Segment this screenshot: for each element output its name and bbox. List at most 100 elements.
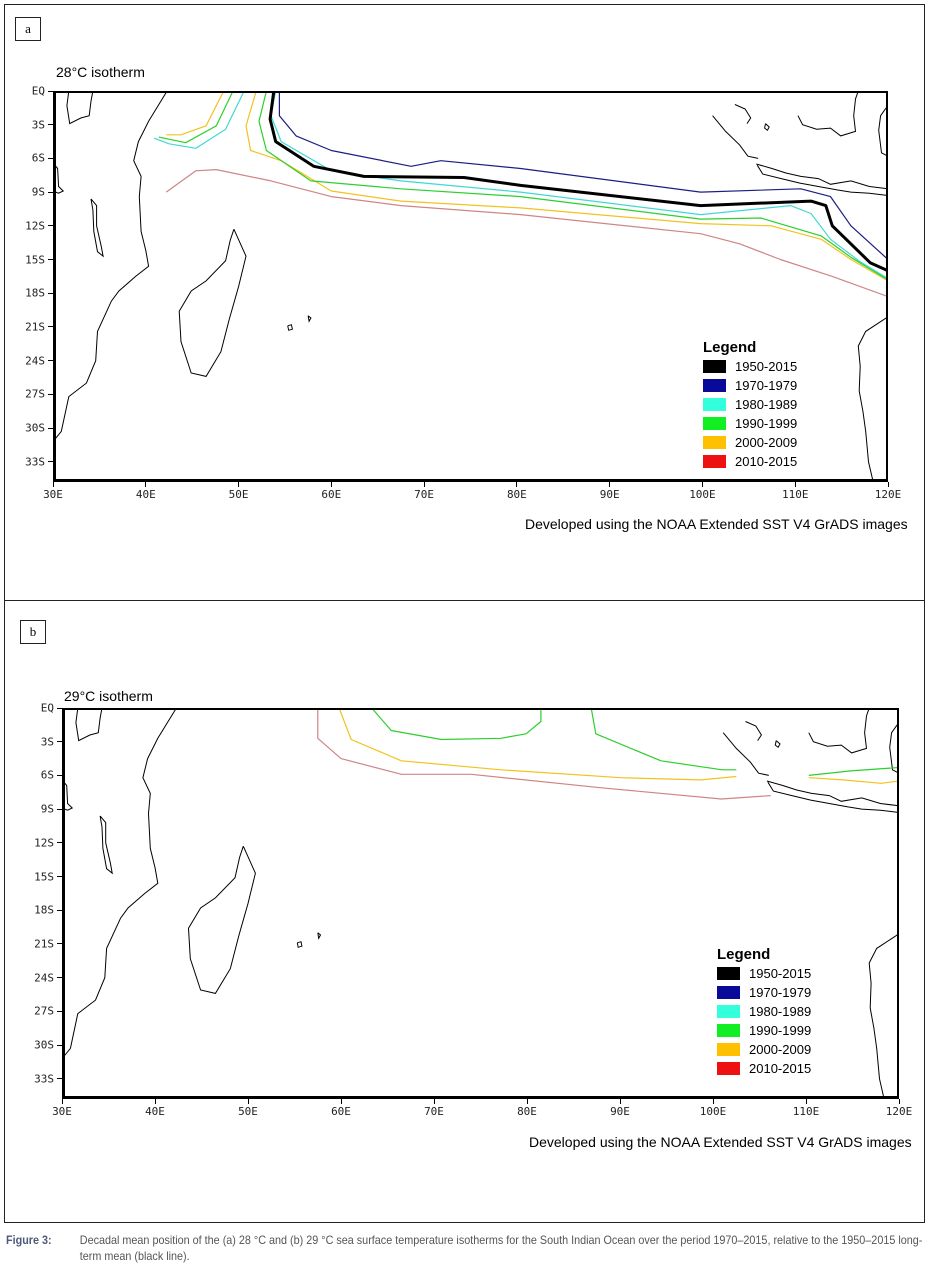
x-tick-label: 60E — [321, 488, 342, 501]
x-tick-label: 110E — [781, 488, 809, 501]
x-tick-label: 90E — [599, 488, 620, 501]
x-tick-label: 50E — [228, 488, 249, 501]
y-tick-label: EQ — [31, 84, 45, 98]
y-tick-label: 27S — [34, 1004, 54, 1018]
panel-title: 28°C isotherm — [56, 64, 145, 80]
legend-swatch — [717, 1024, 740, 1037]
coastline — [287, 324, 293, 331]
legend-swatch — [703, 360, 726, 373]
x-tick-mark — [247, 1099, 249, 1104]
x-tick-mark — [701, 482, 703, 487]
x-tick-mark — [609, 482, 611, 487]
isotherm-line-1990-1999 — [590, 708, 737, 771]
legend-swatch — [717, 1043, 740, 1056]
coastline — [766, 780, 899, 807]
coastline — [756, 164, 888, 196]
coastline — [889, 724, 899, 774]
figure-label: Figure 3: — [6, 1233, 52, 1247]
coastline — [317, 932, 322, 940]
x-tick-label: 90E — [610, 1105, 630, 1118]
legend-entry: 2000-2009 — [717, 1040, 811, 1059]
y-tick-mark — [48, 393, 53, 395]
isotherm-line-2000-2009 — [338, 708, 737, 781]
y-tick-mark — [48, 157, 53, 159]
x-tick-label: 70E — [414, 488, 435, 501]
isotherm-line-2010-2015 — [165, 168, 888, 298]
x-tick-label: 80E — [506, 488, 527, 501]
y-tick-label: 15S — [25, 253, 45, 267]
y-tick-label: 18S — [25, 286, 45, 300]
x-tick-label: 80E — [517, 1105, 537, 1118]
y-tick-label: 15S — [34, 870, 54, 884]
x-tick-label: 40E — [135, 488, 156, 501]
x-tick-label: 30E — [52, 1105, 72, 1118]
x-tick-mark — [330, 482, 332, 487]
y-tick-label: 3S — [40, 735, 54, 749]
legend-swatch — [717, 986, 740, 999]
coastline — [767, 781, 899, 813]
isotherm-line-1990-1999 — [258, 91, 888, 281]
x-tick-mark — [433, 1099, 435, 1104]
legend-swatch — [703, 436, 726, 449]
isotherm-line-2000-2009 — [245, 91, 888, 282]
credit-text: Developed using the NOAA Extended SST V4… — [529, 1134, 912, 1150]
x-tick-mark — [794, 482, 796, 487]
credit-text: Developed using the NOAA Extended SST V4… — [525, 516, 908, 532]
x-tick-mark — [619, 1099, 621, 1104]
y-tick-mark — [57, 808, 62, 810]
x-tick-mark — [52, 482, 54, 487]
y-tick-label: 21S — [25, 320, 45, 334]
x-tick-label: 30E — [43, 488, 63, 501]
legend-label: 1990-1999 — [749, 1023, 812, 1038]
legend-label: 1970-1979 — [749, 985, 812, 1000]
coastline — [62, 779, 74, 811]
y-tick-mark — [57, 977, 62, 979]
x-tick-mark — [805, 1099, 807, 1104]
x-tick-label: 100E — [699, 1105, 727, 1118]
legend-title: Legend — [717, 946, 771, 963]
legend-entry: 2010-2015 — [703, 452, 797, 471]
y-tick-mark — [48, 259, 53, 261]
legend-swatch — [717, 967, 740, 980]
coastline — [764, 123, 770, 132]
legend-label: 2000-2009 — [749, 1042, 812, 1057]
y-tick-label: 12S — [25, 219, 45, 233]
legend-swatch — [703, 455, 726, 468]
x-tick-mark — [526, 1099, 528, 1104]
coastline — [187, 845, 256, 994]
legend-label: 2000-2009 — [735, 435, 798, 450]
y-tick-mark — [57, 1078, 62, 1080]
coastline — [296, 941, 303, 948]
legend: Legend 1950-2015 1970-1979 1980-1989 1990-19… — [703, 339, 797, 471]
y-tick-mark — [57, 1010, 62, 1012]
coastline — [75, 708, 103, 742]
x-tick-label: 120E — [874, 488, 902, 501]
y-tick-mark — [57, 876, 62, 878]
isotherm-line-1990-1999 — [808, 766, 899, 776]
coastline — [797, 91, 859, 137]
x-tick-label: 50E — [238, 1105, 258, 1118]
legend-swatch — [703, 379, 726, 392]
legend-label: 1990-1999 — [735, 416, 798, 431]
legend-entry: 1990-1999 — [703, 414, 797, 433]
x-tick-mark — [61, 1099, 63, 1104]
map-canvas — [62, 708, 899, 1099]
y-tick-mark — [48, 124, 53, 126]
y-tick-label: 27S — [25, 387, 45, 401]
coastline — [53, 91, 168, 442]
legend-entry: 1950-2015 — [703, 357, 797, 376]
panel-label: a — [15, 17, 41, 41]
legend-swatch — [703, 398, 726, 411]
panel-b: b 29°C isotherm EQ 3S 6S 9S 12S 15S 18S 21S 24S 2… — [4, 600, 925, 1223]
coastline — [66, 91, 94, 125]
coastline — [774, 740, 781, 749]
panel-label: b — [20, 620, 46, 644]
y-tick-label: 9S — [31, 185, 45, 199]
coastline — [90, 198, 104, 258]
x-tick-label: 70E — [424, 1105, 444, 1118]
y-tick-mark — [48, 427, 53, 429]
legend-label: 1970-1979 — [735, 378, 798, 393]
legend-entry: 1980-1989 — [717, 1002, 811, 1021]
y-tick-label: 6S — [40, 768, 54, 782]
legend-swatch — [703, 417, 726, 430]
